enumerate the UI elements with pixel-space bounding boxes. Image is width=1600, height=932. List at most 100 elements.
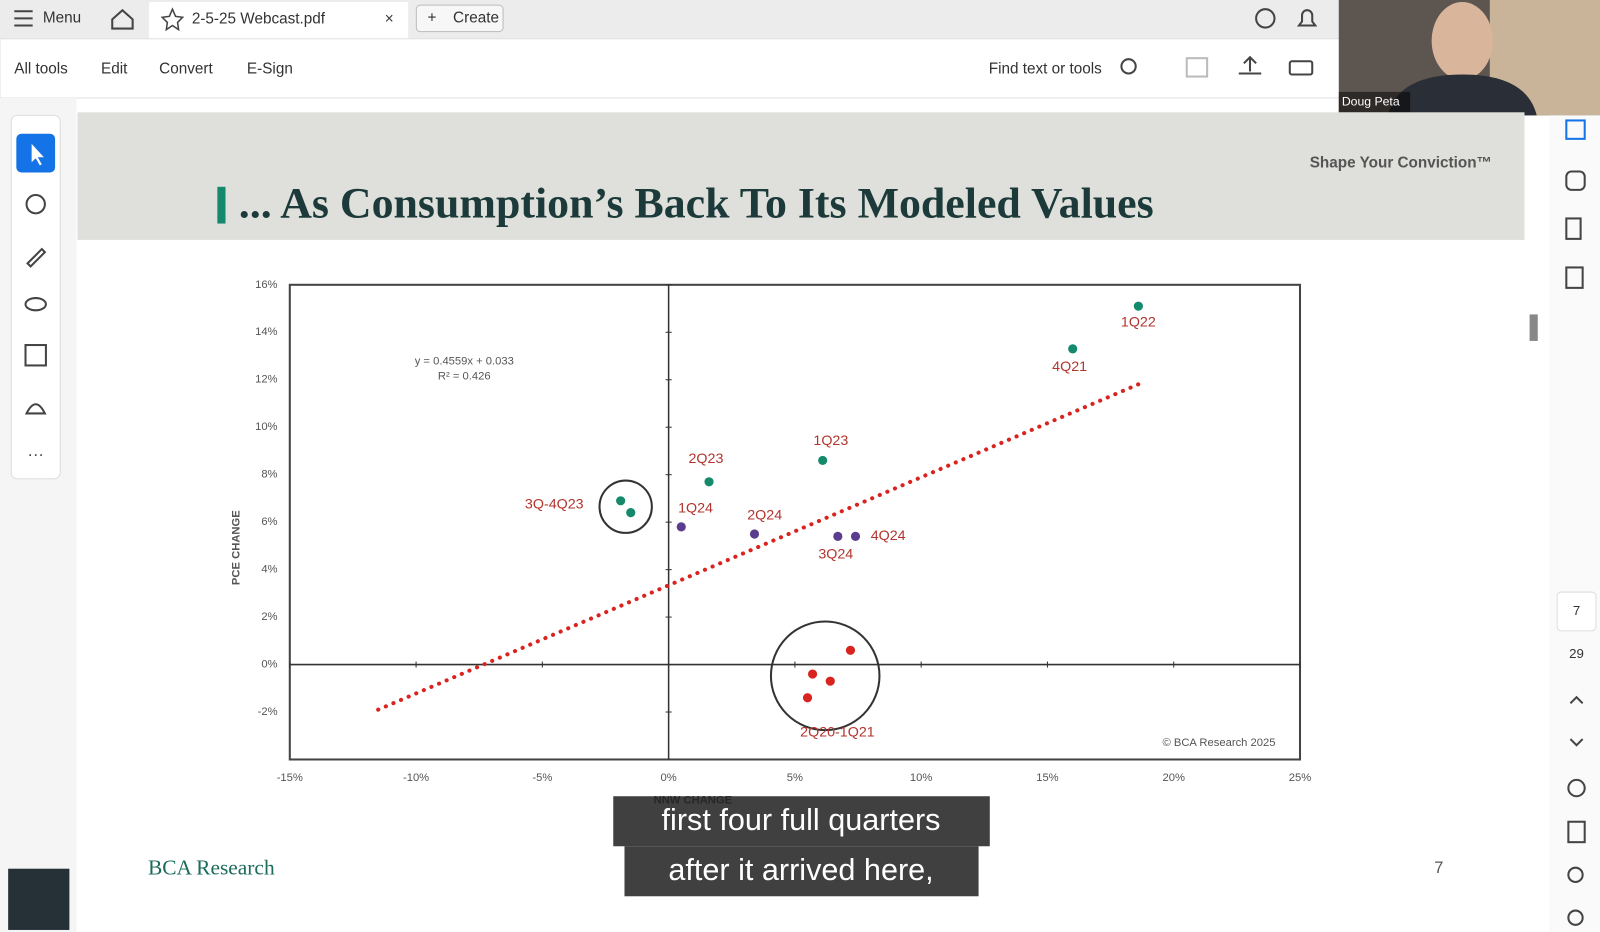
y-tick-label: 12% [255, 374, 277, 386]
speaker-suit [1387, 74, 1537, 116]
toolbar [0, 38, 1600, 99]
y-tick-label: 8% [261, 469, 277, 481]
text-tool[interactable] [24, 344, 47, 367]
point-label: 4Q21 [1052, 359, 1087, 375]
point-label: 3Q-4Q23 [525, 496, 584, 512]
speaker-face [1431, 2, 1493, 80]
toolbar-item[interactable]: All tools [14, 60, 68, 77]
data-point [1133, 301, 1143, 311]
panel-icon[interactable] [1565, 266, 1584, 289]
panel-icon[interactable] [1565, 170, 1586, 191]
slide-title: ... As Consumption’s Back To Its Modeled… [239, 179, 1154, 227]
caption-box [613, 796, 990, 847]
group-circle [598, 479, 653, 534]
y-tick-label: 10% [255, 421, 277, 433]
y-tick-label: 6% [261, 516, 277, 528]
thumbnail [8, 868, 70, 930]
y-tick-label: 4% [261, 564, 277, 576]
data-point [833, 531, 843, 541]
x-tick-label: 20% [1162, 772, 1184, 784]
create-button[interactable] [415, 4, 504, 33]
point-label: 3Q24 [818, 547, 853, 563]
y-tick-label: 14% [255, 326, 277, 338]
sign-tool[interactable] [24, 403, 47, 415]
more-tools[interactable]: ··· [28, 446, 44, 464]
help-icon[interactable] [1255, 8, 1276, 29]
star-icon[interactable] [160, 7, 185, 32]
page-arrows[interactable] [1569, 695, 1584, 747]
title-accent [217, 186, 226, 224]
comment-tool[interactable] [25, 193, 46, 215]
point-label: 1Q23 [813, 433, 848, 449]
print-icon[interactable] [1288, 60, 1314, 76]
page-total: 29 [1569, 646, 1584, 661]
data-point [825, 676, 835, 686]
home-icon[interactable] [111, 8, 134, 30]
rotate-icon[interactable] [1567, 778, 1586, 798]
speaker-name: Doug Peta [1342, 94, 1400, 108]
create-label[interactable]: Create [453, 9, 499, 26]
y-tick-label: -2% [258, 706, 278, 718]
menu-label[interactable]: Menu [43, 9, 81, 26]
cursor-icon [31, 143, 44, 166]
group-circle [769, 620, 881, 732]
plus-icon[interactable]: + [428, 9, 437, 26]
point-label: 2Q23 [689, 451, 724, 467]
save-icon[interactable] [1185, 57, 1209, 78]
file-icon[interactable] [1567, 820, 1586, 844]
caption-line: first four full quarters [662, 803, 941, 837]
panel-icon[interactable] [1565, 217, 1582, 240]
point-label: 2Q24 [747, 507, 782, 523]
toolbar-item[interactable]: Convert [159, 60, 213, 77]
data-point [676, 522, 686, 532]
page-box[interactable] [1556, 591, 1597, 632]
slide-footer: BCA Research [148, 856, 275, 880]
bell-icon[interactable] [1296, 9, 1318, 27]
slide-tagline: Shape Your Conviction™ [1310, 154, 1492, 171]
equation: y = 0.4559x + 0.033 [415, 355, 514, 367]
point-label: 2Q20-1Q21 [800, 725, 875, 741]
panel-icon[interactable] [1565, 119, 1586, 140]
file-tab[interactable] [148, 2, 409, 39]
page-number[interactable]: 7 [1573, 603, 1580, 618]
chart: -2% 0% 2% 4% 6% 8% 10% 12% 14% 16% -15% -10% -5% 0% 5%… [231, 279, 1312, 807]
y-axis-label: PCE CHANGE [231, 510, 243, 585]
y-tick-label: 16% [255, 279, 277, 291]
point-label: 1Q22 [1121, 314, 1156, 330]
data-point [802, 693, 813, 703]
search-icon[interactable] [1120, 58, 1137, 75]
data-point [704, 477, 714, 487]
zoom-out[interactable] [1567, 909, 1584, 926]
upload-icon[interactable] [1238, 55, 1262, 75]
scrollbar[interactable] [1529, 314, 1538, 341]
search-label[interactable]: Find text or tools [989, 60, 1102, 77]
x-tick-label: 15% [1036, 772, 1058, 784]
lasso-tool[interactable] [24, 297, 47, 312]
data-point [850, 531, 861, 541]
toolbar-item[interactable]: Edit [101, 60, 128, 77]
source-note: © BCA Research 2025 [1162, 737, 1275, 749]
data-point [807, 669, 818, 679]
menu-icon[interactable] [14, 10, 33, 27]
zoom-in[interactable] [1567, 866, 1584, 884]
y-tick-label: 2% [261, 611, 277, 623]
x-tick-label: 0% [661, 772, 677, 784]
file-tab-label[interactable]: 2-5-25 Webcast.pdf [192, 10, 326, 27]
data-point [616, 496, 626, 506]
x-tick-label: -10% [403, 772, 429, 784]
point-label: 1Q24 [678, 500, 713, 516]
x-tick-label: -5% [532, 772, 552, 784]
data-point [1068, 344, 1078, 354]
slide-page: 7 [1434, 859, 1443, 877]
caption-line: after it arrived here, [668, 853, 933, 887]
trendline [376, 380, 1146, 712]
plot-area [288, 283, 1302, 761]
data-point [626, 508, 636, 518]
equation: R² = 0.426 [438, 371, 491, 383]
close-tab[interactable]: × [385, 10, 394, 27]
pen-tool[interactable] [26, 247, 47, 268]
toolbar-item[interactable]: E-Sign [247, 60, 293, 77]
caption-box [624, 846, 979, 897]
data-point [818, 455, 828, 466]
y-tick-label: 0% [261, 659, 277, 671]
